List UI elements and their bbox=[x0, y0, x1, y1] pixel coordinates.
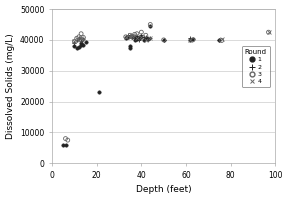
Point bbox=[139, 35, 144, 38]
Point bbox=[130, 35, 135, 38]
Point bbox=[79, 32, 84, 35]
Point bbox=[124, 35, 128, 38]
Point bbox=[139, 31, 144, 34]
Point bbox=[126, 35, 130, 38]
Point bbox=[146, 38, 150, 41]
Point bbox=[72, 40, 77, 43]
Point bbox=[190, 38, 195, 41]
Point bbox=[83, 41, 88, 44]
Point bbox=[79, 44, 84, 47]
Point bbox=[266, 31, 271, 34]
Point bbox=[79, 41, 84, 45]
Point bbox=[124, 37, 128, 40]
Point bbox=[219, 39, 224, 42]
Point bbox=[61, 143, 66, 146]
Point bbox=[74, 37, 79, 40]
Point bbox=[143, 35, 148, 38]
Point bbox=[72, 41, 77, 45]
Point bbox=[161, 38, 166, 41]
X-axis label: Depth (feet): Depth (feet) bbox=[136, 185, 192, 194]
Point bbox=[141, 36, 146, 39]
Point bbox=[148, 37, 153, 40]
Point bbox=[132, 33, 137, 36]
Point bbox=[148, 23, 153, 26]
Point bbox=[63, 144, 68, 147]
Point bbox=[97, 91, 101, 94]
Y-axis label: Dissolved Solids (mg/L): Dissolved Solids (mg/L) bbox=[5, 33, 15, 139]
Point bbox=[148, 24, 153, 28]
Point bbox=[217, 38, 222, 41]
Point bbox=[161, 38, 166, 41]
Point bbox=[81, 38, 86, 41]
Point bbox=[139, 35, 144, 38]
Point bbox=[81, 36, 86, 39]
Point bbox=[141, 38, 146, 41]
Point bbox=[81, 43, 86, 46]
Point bbox=[128, 34, 132, 37]
Point bbox=[79, 37, 84, 40]
Point bbox=[134, 37, 139, 40]
Point bbox=[130, 35, 135, 38]
Point bbox=[128, 46, 132, 49]
Point bbox=[128, 36, 132, 39]
Point bbox=[137, 38, 141, 41]
Point bbox=[63, 137, 68, 140]
Point bbox=[143, 37, 148, 40]
Point bbox=[74, 38, 79, 41]
Point bbox=[81, 38, 86, 41]
Point bbox=[137, 37, 141, 40]
Legend: 1, 2, 3, 4: 1, 2, 3, 4 bbox=[242, 46, 270, 87]
Point bbox=[124, 35, 128, 38]
Point bbox=[130, 35, 135, 38]
Point bbox=[132, 38, 137, 41]
Point bbox=[148, 37, 153, 40]
Point bbox=[188, 38, 193, 41]
Point bbox=[65, 139, 70, 142]
Point bbox=[188, 38, 193, 41]
Point bbox=[134, 38, 139, 41]
Point bbox=[134, 35, 139, 38]
Point bbox=[161, 38, 166, 41]
Point bbox=[188, 37, 193, 40]
Point bbox=[72, 39, 77, 42]
Point bbox=[132, 35, 137, 38]
Point bbox=[126, 34, 130, 37]
Point bbox=[266, 31, 271, 34]
Point bbox=[217, 38, 222, 41]
Point bbox=[74, 46, 79, 49]
Point bbox=[130, 36, 135, 39]
Point bbox=[79, 40, 84, 43]
Point bbox=[132, 35, 137, 38]
Point bbox=[74, 38, 79, 41]
Point bbox=[128, 35, 132, 38]
Point bbox=[139, 34, 144, 37]
Point bbox=[72, 44, 77, 48]
Point bbox=[77, 38, 81, 41]
Point bbox=[77, 35, 81, 38]
Point bbox=[130, 36, 135, 39]
Point bbox=[134, 32, 139, 35]
Point bbox=[190, 38, 195, 41]
Point bbox=[77, 45, 81, 48]
Point bbox=[77, 37, 81, 40]
Point bbox=[128, 44, 132, 48]
Point bbox=[143, 38, 148, 41]
Point bbox=[146, 38, 150, 41]
Point bbox=[124, 35, 128, 38]
Point bbox=[143, 34, 148, 37]
Point bbox=[219, 38, 224, 41]
